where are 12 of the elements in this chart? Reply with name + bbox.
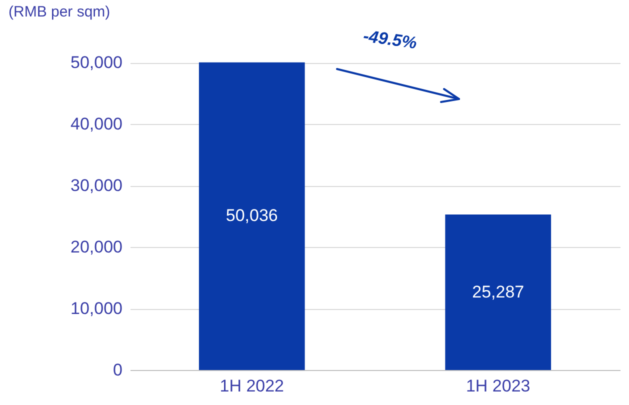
y-tick-label: 40,000	[70, 114, 122, 134]
data-label: 25,287	[472, 282, 524, 302]
data-label: 50,036	[226, 206, 278, 226]
y-tick-label: 30,000	[70, 176, 122, 196]
y-tick-label: 10,000	[70, 299, 122, 318]
y-tick-label: 0	[113, 360, 122, 380]
y-tick-label: 50,000	[70, 53, 122, 72]
y-tick-label: 20,000	[70, 238, 122, 257]
text: -49.5%	[362, 26, 418, 53]
x-tick-label: 1H 2022	[220, 376, 284, 396]
y-axis-title: (RMB per sqm)	[8, 4, 110, 20]
x-tick-label: 1H 2023	[466, 376, 530, 396]
